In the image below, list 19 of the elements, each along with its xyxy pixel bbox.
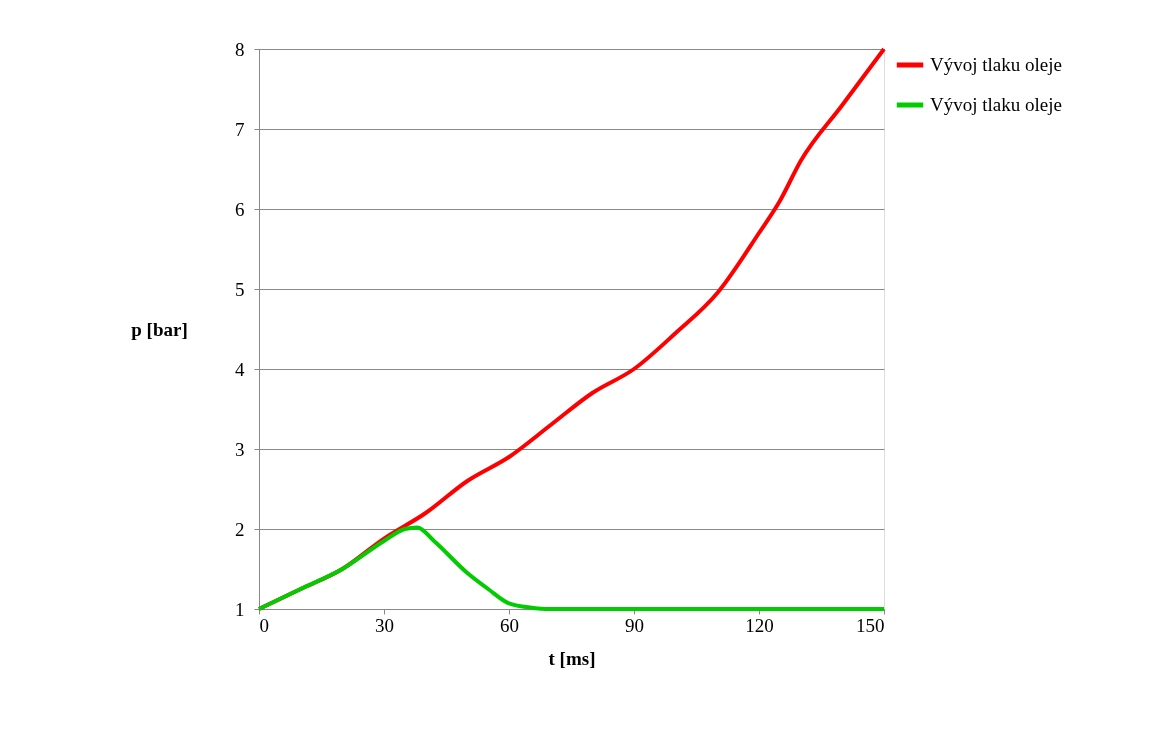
y-tick-label: 4 (235, 358, 245, 380)
x-tick-label: 60 (500, 614, 519, 636)
x-tick-label: 150 (856, 614, 885, 636)
y-tick-label: 5 (235, 278, 245, 300)
x-tick-label: 0 (259, 614, 269, 636)
y-tick-label: 3 (235, 438, 245, 460)
x-axis-title: t [ms] (548, 647, 596, 669)
y-tick-label: 1 (235, 598, 245, 620)
y-tick-label: 8 (235, 38, 245, 60)
y-tick-label: 7 (235, 118, 245, 140)
y-axis-title: p [bar] (131, 318, 188, 340)
y-tick-label: 2 (235, 518, 245, 540)
legend-label: Vývoj tlaku oleje (930, 94, 1062, 115)
legend-label: Vývoj tlaku oleje (930, 54, 1062, 75)
line-series (257, 525, 886, 611)
x-tick-label: 90 (625, 614, 644, 636)
y-tick-label: 6 (235, 198, 245, 220)
x-tick-label: 30 (375, 614, 394, 636)
x-tick-label: 120 (745, 614, 774, 636)
